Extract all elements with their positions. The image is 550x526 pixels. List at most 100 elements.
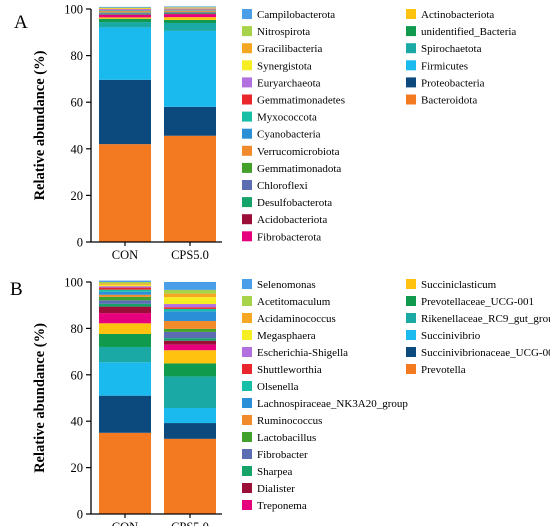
x-tick-label: CON [112,248,138,262]
bar-segment [99,313,151,324]
legend-swatch [242,500,252,510]
legend-label: Actinobacteriota [421,9,494,21]
legend-label: Myxococcota [257,112,317,124]
legend-swatch [242,347,252,357]
bar-segment [99,27,151,80]
y-tick-label: 80 [71,49,84,63]
y-tick-label: 0 [77,508,83,522]
y-tick-label: 80 [71,322,84,336]
legend-swatch [406,279,416,289]
bar-segment [99,79,151,145]
bar-segment [164,423,216,439]
chart-panel-a: A Relative abundance (%) CON CPS5.0 0 20 40 60 8… [14,3,516,263]
legend-label: Escherichia-Shigella [257,347,348,359]
legend-swatch [242,483,252,493]
bar-segment [99,286,151,288]
legend-swatch [406,60,416,71]
bar-segment [164,17,216,20]
legend-label: Succinivibrionaceae_UCG-001 [421,347,550,359]
legend-label: Succiniclasticum [421,279,497,291]
chart-panel-b: B Relative abundance (%) CON CPS5.0 0 20 40 60 8… [10,276,550,526]
legend-label: Lachnospiraceae_NK3A20_group [257,398,408,410]
legend-label: Firmicutes [421,60,468,72]
bar-segment [164,438,216,514]
legend-swatch [242,43,252,54]
bar-segment [99,300,151,304]
bar-segment [164,297,216,305]
bar-segment [164,8,216,10]
legend-swatch [242,77,252,88]
bar-segment [164,19,216,23]
bar-segment [99,282,151,284]
bar-segment [99,14,151,18]
x-tick-label: CPS5.0 [171,248,209,262]
legend-label: Nitrospirota [257,26,310,38]
bar-segment [164,10,216,12]
legend-swatch [242,60,252,71]
legend-label: Acidaminococcus [257,313,336,325]
bar-segment [164,308,216,312]
legend-swatch [242,145,252,156]
legend-label: Campilobacterota [257,9,335,21]
legend-label: Lactobacillus [257,432,316,444]
legend-swatch [406,296,416,306]
legend-swatch [406,330,416,340]
bar-segment [164,344,216,351]
legend-swatch [406,364,416,374]
bar-segment [164,338,216,341]
legend-label: Gracilibacteria [257,43,322,55]
legend-swatch [242,111,252,122]
bar-segment [164,12,216,13]
legend-label: Synergistota [257,60,312,72]
y-tick-label: 40 [71,415,84,429]
legend-swatch [406,77,416,88]
panel-label: A [14,12,28,33]
legend-swatch [406,313,416,323]
bar-segment [99,13,151,15]
legend-label: Succinivibrio [421,330,481,342]
bar-segment [99,323,151,334]
legend-swatch [242,231,252,242]
legend-label: Chloroflexi [257,180,308,192]
panel-label: B [10,279,23,300]
bar-segment [164,363,216,377]
legend-swatch [406,43,416,54]
legend-label: Olsenella [257,381,299,393]
legend-swatch [242,296,252,306]
legend-swatch [242,94,252,105]
legend-label: Gemmatimonadetes [257,95,345,107]
legend-label: Treponema [257,500,307,512]
legend-swatch [242,330,252,340]
bar-segment [99,280,151,282]
bar-segment [99,283,151,285]
y-tick-label: 20 [71,189,84,203]
legend-label: Bacteroidota [421,95,477,107]
bar-segment [164,135,216,242]
legend-label: Dialister [257,483,295,495]
legend-swatch [406,9,416,19]
legend-label: Prevotella [421,364,466,376]
bar-segment [99,284,151,287]
bar-segment [164,376,216,408]
legend-label: Gemmatimonadota [257,163,341,175]
legend-label: Cyanobacteria [257,129,321,141]
legend-swatch [242,279,252,289]
bar-segment [164,6,216,8]
legend-swatch [242,415,252,425]
bar-segment [99,287,151,290]
legend-swatch [242,449,252,459]
legend-label: Megasphaera [257,330,316,342]
bar-segment [164,12,216,14]
bar-segment [164,304,216,308]
legend-label: Rikenellaceae_RC9_gut_group [421,313,550,325]
bar-segment [99,432,151,514]
bar-segment [99,6,151,8]
bar-segment [99,346,151,363]
legend-swatch [242,162,252,173]
y-axis-title: Relative abundance (%) [32,323,48,473]
bar-segment [99,291,151,295]
x-tick-label: CON [112,520,138,526]
legend-label: Fibrobacter [257,449,308,461]
legend-swatch [242,381,252,391]
